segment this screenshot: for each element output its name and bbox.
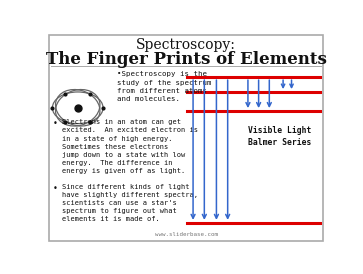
Text: Since different kinds of light
have slightly different spectra,
scientists can u: Since different kinds of light have slig… [62,184,198,222]
Text: The Finger Prints of Elements: The Finger Prints of Elements [46,51,326,68]
Text: •: • [52,184,57,193]
Text: •: • [52,119,57,129]
Text: •Spectroscopy is the
study of the spectrum
from different atoms
and molecules.: •Spectroscopy is the study of the spectr… [117,71,212,102]
Text: Electrons in an atom can get
excited.  An excited electron is
in a state of high: Electrons in an atom can get excited. An… [62,119,198,174]
Text: Visible Light: Visible Light [248,126,311,135]
Text: www.sliderbase.com: www.sliderbase.com [155,232,217,237]
Text: Spectroscopy:: Spectroscopy: [136,38,236,52]
Text: Balmer Series: Balmer Series [248,138,311,147]
